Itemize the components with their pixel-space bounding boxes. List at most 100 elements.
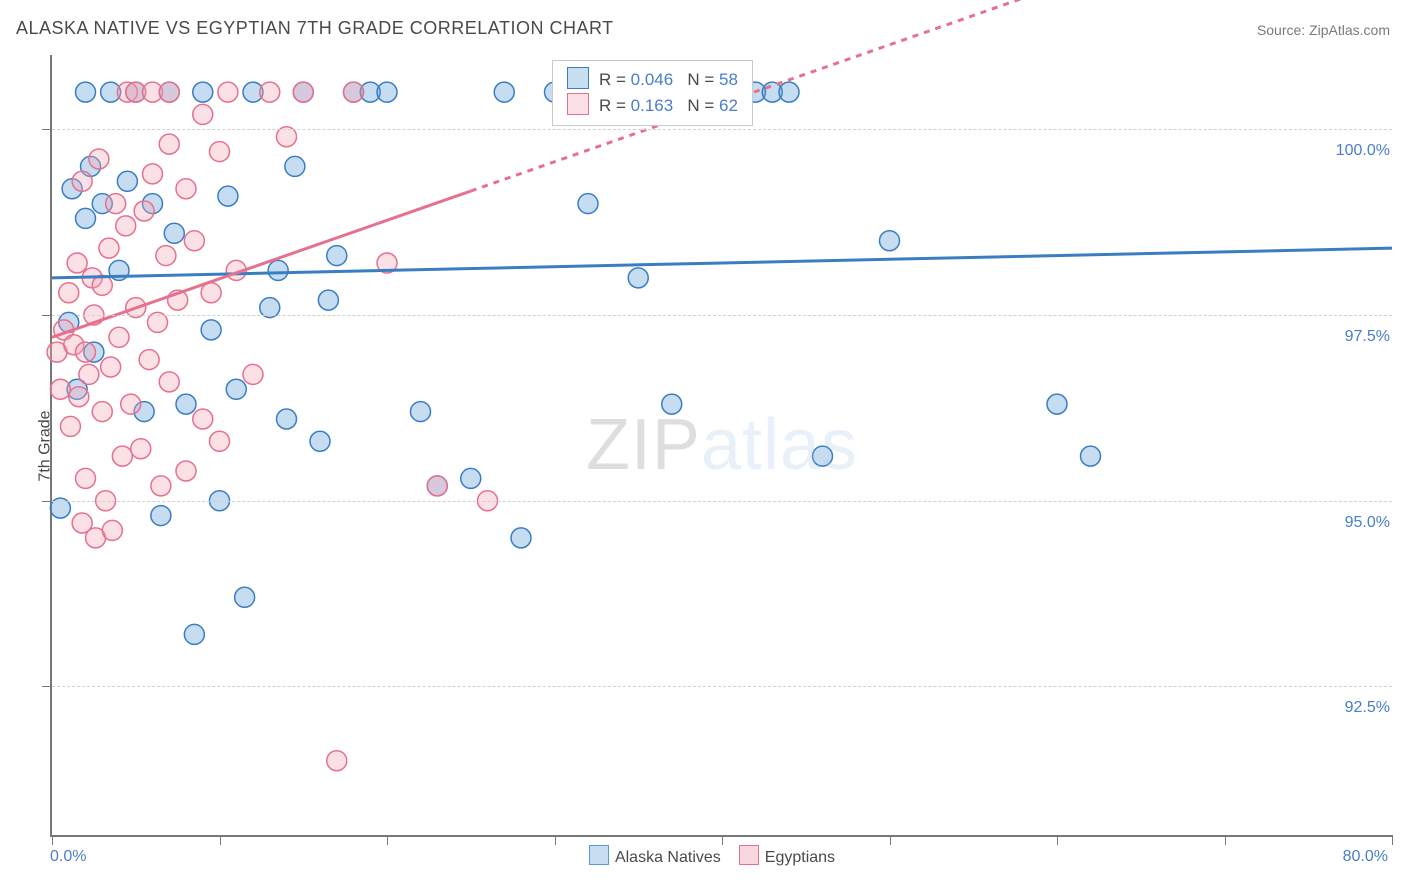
scatter-point	[106, 194, 126, 214]
scatter-point	[184, 624, 204, 644]
stats-row: R = 0.046 N = 58	[567, 67, 738, 93]
gridline	[52, 315, 1392, 316]
scatter-point	[1081, 446, 1101, 466]
chart-title: ALASKA NATIVE VS EGYPTIAN 7TH GRADE CORR…	[16, 18, 614, 39]
y-tick	[42, 501, 52, 502]
scatter-point	[578, 194, 598, 214]
scatter-point	[109, 327, 129, 347]
scatter-point	[121, 394, 141, 414]
scatter-point	[377, 82, 397, 102]
scatter-point	[628, 268, 648, 288]
stat-r: 0.163	[631, 96, 674, 115]
trend-line	[52, 248, 1392, 278]
scatter-point	[79, 364, 99, 384]
y-tick	[42, 686, 52, 687]
scatter-point	[76, 342, 96, 362]
scatter-point	[218, 82, 238, 102]
scatter-point	[193, 104, 213, 124]
scatter-point	[327, 246, 347, 266]
scatter-point	[159, 372, 179, 392]
legend-swatch	[567, 67, 589, 89]
scatter-point	[427, 476, 447, 496]
scatter-point	[327, 751, 347, 771]
scatter-point	[1047, 394, 1067, 414]
scatter-point	[59, 283, 79, 303]
scatter-point	[176, 394, 196, 414]
scatter-point	[159, 134, 179, 154]
scatter-point	[151, 506, 171, 526]
stat-n: 62	[719, 96, 738, 115]
gridline	[52, 129, 1392, 130]
scatter-point	[193, 409, 213, 429]
y-tick-label: 100.0%	[1332, 142, 1394, 160]
scatter-point	[184, 231, 204, 251]
scatter-point	[235, 587, 255, 607]
scatter-point	[511, 528, 531, 548]
scatter-point	[99, 238, 119, 258]
x-tick	[1225, 835, 1226, 845]
scatter-point	[67, 253, 87, 273]
y-tick	[42, 315, 52, 316]
y-tick-label: 97.5%	[1341, 328, 1394, 346]
scatter-point	[779, 82, 799, 102]
scatter-point	[176, 461, 196, 481]
x-tick	[387, 835, 388, 845]
scatter-point	[131, 439, 151, 459]
scatter-point	[50, 379, 70, 399]
stat-n: 58	[719, 70, 738, 89]
scatter-point	[164, 223, 184, 243]
scatter-point	[101, 357, 121, 377]
x-tick	[722, 835, 723, 845]
scatter-point	[176, 179, 196, 199]
scatter-point	[112, 446, 132, 466]
legend-label: Egyptians	[765, 849, 835, 866]
stat-r: 0.046	[631, 70, 674, 89]
scatter-point	[210, 142, 230, 162]
y-tick-label: 92.5%	[1341, 699, 1394, 717]
scatter-point	[92, 402, 112, 422]
x-tick	[220, 835, 221, 845]
scatter-point	[277, 409, 297, 429]
scatter-point	[69, 387, 89, 407]
x-tick	[1392, 835, 1393, 845]
y-tick	[42, 129, 52, 130]
scatter-point	[116, 216, 136, 236]
gridline	[52, 501, 1392, 502]
scatter-point	[72, 171, 92, 191]
x-tick	[52, 835, 53, 845]
scatter-point	[461, 468, 481, 488]
scatter-point	[210, 431, 230, 451]
plot-svg	[52, 55, 1392, 835]
scatter-point	[813, 446, 833, 466]
scatter-point	[139, 350, 159, 370]
scatter-point	[89, 149, 109, 169]
scatter-point	[156, 246, 176, 266]
scatter-point	[268, 260, 288, 280]
scatter-point	[880, 231, 900, 251]
scatter-point	[411, 402, 431, 422]
scatter-point	[494, 82, 514, 102]
scatter-point	[662, 394, 682, 414]
legend-label: Alaska Natives	[615, 849, 721, 866]
plot-area: ZIPatlas R = 0.046 N = 58R = 0.163 N = 6…	[50, 55, 1392, 837]
legend-swatch	[567, 93, 589, 115]
scatter-point	[293, 82, 313, 102]
x-tick	[890, 835, 891, 845]
scatter-point	[344, 82, 364, 102]
scatter-point	[159, 82, 179, 102]
source-text: Source: ZipAtlas.com	[1257, 22, 1390, 38]
scatter-point	[285, 156, 305, 176]
scatter-point	[226, 379, 246, 399]
stats-box: R = 0.046 N = 58R = 0.163 N = 62	[552, 60, 753, 126]
scatter-point	[260, 82, 280, 102]
gridline	[52, 686, 1392, 687]
x-tick	[555, 835, 556, 845]
scatter-point	[76, 468, 96, 488]
scatter-point	[218, 186, 238, 206]
scatter-point	[310, 431, 330, 451]
scatter-point	[102, 520, 122, 540]
scatter-point	[117, 171, 137, 191]
scatter-point	[76, 82, 96, 102]
scatter-point	[60, 416, 80, 436]
scatter-point	[151, 476, 171, 496]
